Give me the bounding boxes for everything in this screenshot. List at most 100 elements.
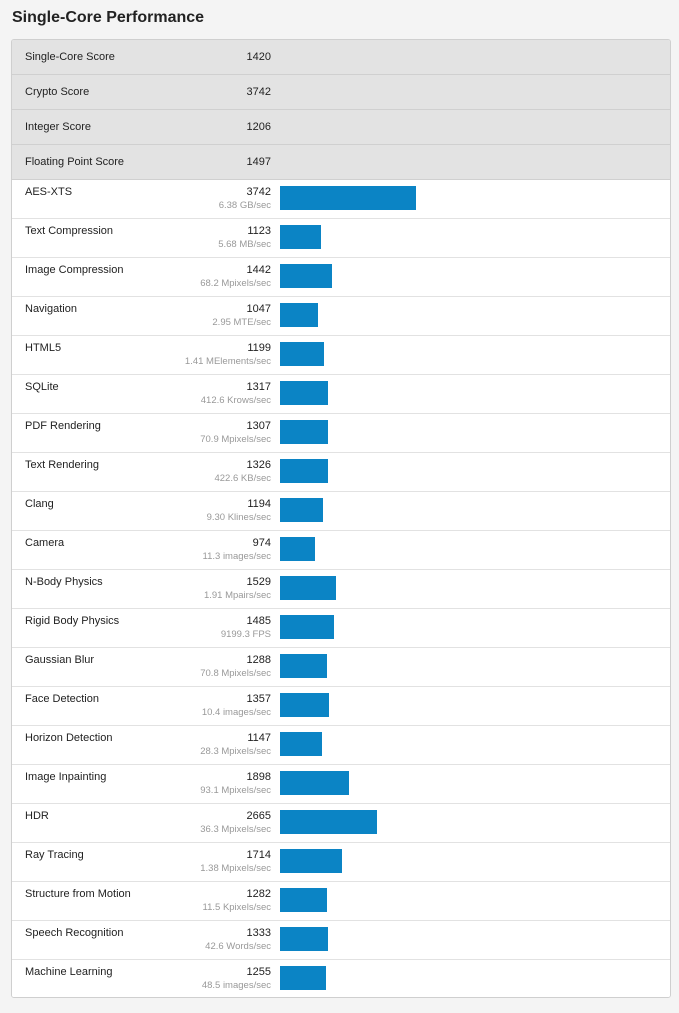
benchmark-score-bar [280,303,318,327]
benchmark-throughput: 2.95 MTE/sec [212,317,271,328]
benchmark-score-bar [280,342,324,366]
summary-score: 1420 [246,51,271,63]
benchmark-name: Text Compression [25,225,114,237]
benchmark-row: Image Compression 1442 68.2 Mpixels/sec [12,258,670,297]
benchmark-score-bar [280,888,327,912]
benchmark-throughput: 1.38 Mpixels/sec [200,863,271,874]
benchmark-throughput: 9199.3 FPS [220,629,271,640]
summary-row-crypto: Crypto Score 3742 [12,75,670,110]
benchmark-score: 1194 [247,498,271,510]
benchmark-name: HTML5 [25,342,62,354]
benchmark-throughput: 70.9 Mpixels/sec [200,434,271,445]
benchmark-throughput: 422.6 KB/sec [214,473,271,484]
benchmark-score: 1326 [246,459,271,471]
benchmark-score-bar [280,615,334,639]
benchmark-row: HDR 2665 36.3 Mpixels/sec [12,804,670,843]
benchmark-score-bar [280,264,332,288]
benchmark-score: 1307 [246,420,271,432]
benchmark-name: Rigid Body Physics [25,615,120,627]
benchmark-score: 1123 [247,225,271,237]
benchmark-name: Machine Learning [25,966,113,978]
benchmark-score-bar [280,420,328,444]
benchmark-throughput: 48.5 images/sec [201,980,271,991]
benchmark-throughput: 10.4 images/sec [201,707,271,718]
benchmark-throughput: 1.41 MElements/sec [184,356,271,367]
summary-score: 1497 [246,156,271,168]
benchmark-score-bar [280,576,336,600]
benchmark-throughput: 68.2 Mpixels/sec [200,278,271,289]
benchmark-row: Face Detection 1357 10.4 images/sec [12,687,670,726]
summary-row-integer: Integer Score 1206 [12,110,670,145]
benchmark-throughput: 11.5 Kpixels/sec [202,902,271,913]
benchmark-score-bar [280,381,328,405]
benchmark-name: Navigation [25,303,77,315]
summary-score: 3742 [246,86,271,98]
benchmark-score-bar [280,693,329,717]
benchmark-score: 1442 [246,264,271,276]
benchmark-name: Structure from Motion [25,888,131,900]
benchmark-score: 1282 [246,888,271,900]
benchmark-row: N-Body Physics 1529 1.91 Mpairs/sec [12,570,670,609]
benchmark-row: Speech Recognition 1333 42.6 Words/sec [12,921,670,960]
benchmark-throughput: 70.8 Mpixels/sec [200,668,271,679]
benchmark-row: Structure from Motion 1282 11.5 Kpixels/se… [12,882,670,921]
summary-label: Crypto Score [25,86,90,98]
benchmark-throughput: 36.3 Mpixels/sec [200,824,271,835]
benchmark-row: PDF Rendering 1307 70.9 Mpixels/sec [12,414,670,453]
benchmark-throughput: 6.38 GB/sec [218,200,271,211]
benchmark-score: 1317 [246,381,271,393]
benchmark-throughput: 11.3 images/sec [202,551,271,562]
benchmark-score: 1898 [246,771,271,783]
benchmark-name: Ray Tracing [25,849,84,861]
benchmark-throughput: 93.1 Mpixels/sec [200,785,271,796]
benchmark-name: AES-XTS [25,186,73,198]
benchmark-row: Text Rendering 1326 422.6 KB/sec [12,453,670,492]
benchmark-row: Gaussian Blur 1288 70.8 Mpixels/sec [12,648,670,687]
benchmark-row: Horizon Detection 1147 28.3 Mpixels/sec [12,726,670,765]
benchmark-row: Ray Tracing 1714 1.38 Mpixels/sec [12,843,670,882]
benchmark-name: Speech Recognition [25,927,124,939]
benchmark-score-bar [280,966,326,990]
summary-label: Single-Core Score [25,51,115,63]
benchmark-name: Horizon Detection [25,732,113,744]
benchmark-name: HDR [25,810,49,822]
benchmark-name: Camera [25,537,65,549]
benchmark-score: 2665 [246,810,271,822]
benchmark-row: AES-XTS 3742 6.38 GB/sec [12,180,670,219]
summary-row-single-core: Single-Core Score 1420 [12,40,670,75]
summary-row-floating-point: Floating Point Score 1497 [12,145,670,180]
benchmark-list: AES-XTS 3742 6.38 GB/sec Text Compression 11… [12,180,670,997]
benchmark-throughput: 412.6 Krows/sec [200,395,271,406]
benchmark-throughput: 9.30 Klines/sec [206,512,271,523]
benchmark-score-bar [280,225,321,249]
benchmark-score: 1255 [246,966,271,978]
benchmark-score: 1357 [246,693,271,705]
benchmark-score-bar [280,537,315,561]
benchmark-row: Navigation 1047 2.95 MTE/sec [12,297,670,336]
benchmark-score: 1147 [247,732,271,744]
benchmark-score-bar [280,771,349,795]
benchmark-throughput: 5.68 MB/sec [218,239,271,250]
benchmark-row: HTML5 1199 1.41 MElements/sec [12,336,670,375]
benchmark-score: 3742 [246,186,271,198]
benchmark-score-bar [280,927,328,951]
benchmark-row: SQLite 1317 412.6 Krows/sec [12,375,670,414]
page-title: Single-Core Performance [12,9,205,26]
benchmark-name: N-Body Physics [25,576,103,588]
benchmark-row: Machine Learning 1255 48.5 images/sec [12,960,670,997]
benchmark-name: Gaussian Blur [25,654,95,666]
summary-label: Floating Point Score [25,156,125,168]
benchmark-score-bar [280,498,323,522]
benchmark-score-bar [280,849,342,873]
summary-score: 1206 [246,121,271,133]
benchmark-name: Face Detection [25,693,99,705]
benchmark-name: Image Compression [25,264,124,276]
benchmark-score: 1047 [246,303,271,315]
benchmark-score-bar [280,186,416,210]
benchmark-score-bar [280,810,377,834]
benchmark-throughput: 1.91 Mpairs/sec [203,590,271,601]
benchmark-score-bar [280,654,327,678]
benchmark-name: PDF Rendering [25,420,101,432]
benchmark-row: Rigid Body Physics 1485 9199.3 FPS [12,609,670,648]
benchmark-row: Image Inpainting 1898 93.1 Mpixels/sec [12,765,670,804]
